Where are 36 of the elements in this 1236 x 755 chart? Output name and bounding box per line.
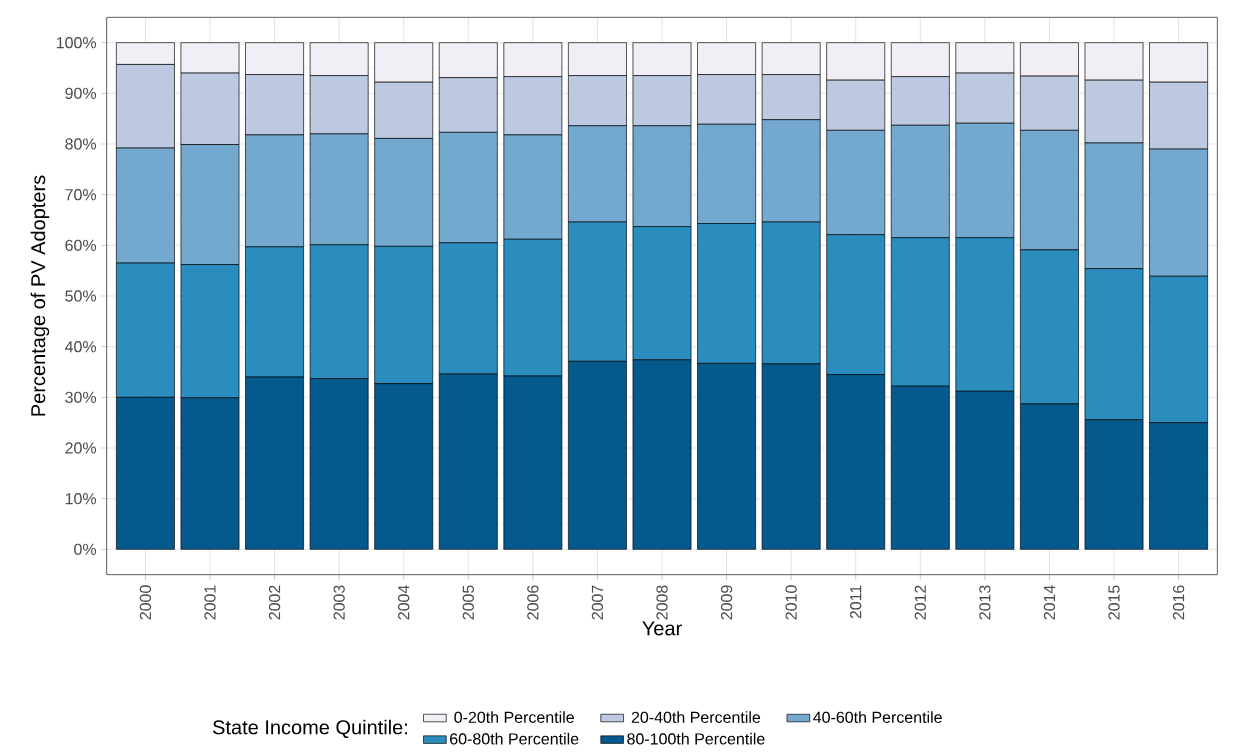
y-tick-label: 40% xyxy=(64,341,97,353)
legend-label: 0-20th Percentile xyxy=(454,711,574,724)
x-tick-label: 2012 xyxy=(914,585,926,620)
legend-label: 80-100th Percentile xyxy=(627,733,765,745)
x-tick-label: 2014 xyxy=(1043,585,1056,620)
y-tick-label: 50% xyxy=(65,290,97,302)
legend-label: 20-40th Percentile xyxy=(631,711,761,724)
x-tick-label: 2010 xyxy=(785,585,797,620)
x-tick-label: 2004 xyxy=(398,585,410,620)
y-tick-label: 30% xyxy=(65,391,97,404)
y-tick-label: 20% xyxy=(65,442,97,454)
y-tick-label: 60% xyxy=(65,239,97,252)
x-tick-label: 2001 xyxy=(204,585,216,620)
y-tick-label: 70% xyxy=(65,189,97,201)
x-tick-label: 2007 xyxy=(591,585,604,620)
y-tick-label: 100% xyxy=(56,37,97,49)
x-tick-label: 2006 xyxy=(527,585,539,620)
x-axis-title: Year xyxy=(642,621,682,636)
x-tick-label: 2013 xyxy=(979,585,991,620)
y-tick-label: 90% xyxy=(65,87,97,100)
legend-title: State Income Quintile: xyxy=(213,719,407,739)
x-tick-label: 2015 xyxy=(1108,585,1120,620)
y-tick-label: 80% xyxy=(65,138,97,150)
x-tick-label: 2002 xyxy=(268,585,281,620)
legend-label: 40-60th Percentile xyxy=(813,711,942,724)
x-tick-label: 2000 xyxy=(139,585,152,620)
y-axis-title: Percentage of PV Adopters xyxy=(30,175,50,416)
legend-label: 60-80th Percentile xyxy=(450,733,579,745)
x-tick-label: 2009 xyxy=(720,585,733,620)
y-tick-label: 10% xyxy=(65,493,97,505)
x-tick-label: 2005 xyxy=(462,585,474,620)
x-tick-label: 2003 xyxy=(333,585,345,620)
y-tick-label: 0% xyxy=(74,543,97,556)
x-tick-label: 2008 xyxy=(656,585,668,620)
x-tick-label: 2016 xyxy=(1172,585,1185,620)
x-tick-label: 2011 xyxy=(850,585,862,619)
